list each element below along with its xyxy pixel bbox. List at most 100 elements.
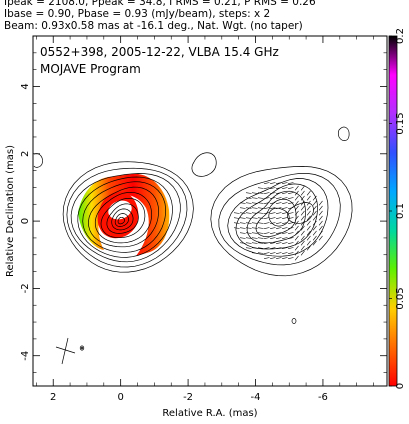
evpa-tick [276, 247, 282, 249]
axis-ticks [33, 35, 387, 386]
evpa-tick [239, 242, 246, 244]
evpa-tick [257, 242, 264, 244]
evpa-tick [306, 245, 311, 251]
evpa-tick [257, 187, 264, 189]
noise-islands [33, 126, 350, 351]
evpa-tick [288, 227, 294, 229]
evpa-tick [251, 197, 258, 199]
evpa-tick [288, 222, 294, 224]
evpa-tick [264, 237, 270, 239]
evpa-tick [245, 232, 252, 234]
evpa-tick [257, 207, 264, 209]
evpa-tick [251, 227, 258, 229]
evpa-tick [318, 220, 323, 226]
evpa-tick [312, 220, 317, 226]
evpa-tick [300, 190, 305, 196]
evpa-tick [233, 212, 240, 214]
evpa-tick [264, 242, 270, 244]
evpa-tick [245, 227, 252, 229]
stokes-i-contour [62, 161, 194, 273]
evpa-tick [306, 235, 311, 241]
evpa-tick [300, 245, 305, 251]
axis-tick-labels: 2 0 -2 -4 -6 -4 -2 0 2 4 [20, 83, 328, 403]
evpa-tick [294, 255, 299, 261]
evpa-tick [318, 215, 323, 221]
evpa-tick [270, 237, 276, 239]
evpa-tick [276, 237, 282, 239]
evpa-tick [276, 212, 282, 214]
evpa-tick [251, 217, 258, 219]
evpa-tick [300, 235, 305, 241]
beam-ellipse [55, 337, 76, 365]
evpa-tick [264, 257, 270, 259]
evpa-tick [300, 195, 305, 201]
evpa-tick [294, 240, 299, 246]
evpa-tick [251, 212, 258, 214]
evpa-tick [257, 232, 264, 234]
evpa-tick [294, 220, 299, 226]
stokes-i-contour [106, 203, 139, 234]
evpa-tick [276, 217, 282, 219]
evpa-tick [288, 237, 294, 239]
evpa-tick [239, 227, 246, 229]
fractional-polarization-map [78, 173, 170, 256]
evpa-tick [257, 217, 264, 219]
evpa-tick [270, 182, 276, 184]
evpa-tick [251, 252, 258, 254]
evpa-tick [306, 215, 311, 221]
colorbar-tick-label: 0.05 [395, 287, 406, 309]
evpa-tick [276, 242, 282, 244]
evpa-tick [270, 192, 276, 194]
evpa-tick [312, 235, 317, 241]
evpa-tick [294, 235, 299, 241]
evpa-tick [318, 205, 323, 211]
evpa-tick [282, 192, 288, 194]
stokes-i-contour [117, 216, 125, 225]
x-tick-label: 2 [50, 392, 56, 403]
evpa-tick [245, 247, 252, 249]
evpa-tick [300, 225, 305, 231]
stokes-i-contour [70, 173, 181, 263]
header-line-2: Ibase = 0.90, Pbase = 0.93 (mJy/beam), s… [4, 8, 271, 20]
evpa-tick [245, 197, 252, 199]
evpa-tick [264, 247, 270, 249]
evpa-tick [276, 192, 282, 194]
evpa-tick [264, 207, 270, 209]
polarization-fraction-region [78, 173, 170, 256]
evpa-tick [270, 227, 276, 229]
evpa-tick [264, 182, 270, 184]
colorbar-ticks: 0 0.05 0.1 0.15 0.2 [389, 28, 406, 389]
evpa-tick [306, 200, 311, 206]
evpa-tick [251, 192, 258, 194]
evpa-tick [251, 232, 258, 234]
evpa-tick [300, 230, 305, 236]
evpa-tick [245, 202, 252, 204]
evpa-tick [294, 195, 299, 201]
x-tick-label: -4 [251, 392, 261, 403]
evpa-tick [300, 200, 305, 206]
evpa-tick [294, 245, 299, 251]
evpa-tick [270, 222, 276, 224]
evpa-tick [312, 210, 317, 216]
evpa-tick [245, 217, 252, 219]
evpa-tick [264, 252, 270, 254]
stokes-i-contour [100, 197, 146, 239]
x-axis-title: Relative R.A. (mas) [162, 408, 257, 419]
y-tick-label: 4 [20, 83, 31, 89]
evpa-tick [245, 222, 252, 224]
colorbar-tick-label: 0.1 [395, 203, 406, 219]
evpa-tick [264, 217, 270, 219]
evpa-tick [294, 200, 299, 206]
evpa-tick [245, 237, 252, 239]
y-tick-label: -4 [20, 351, 31, 361]
evpa-tick [288, 182, 294, 184]
evpa-tick [264, 187, 270, 189]
colorbar-tick-label: 0 [395, 383, 406, 389]
evpa-tick [251, 202, 258, 204]
evpa-tick [282, 257, 288, 259]
evpa-tick [270, 252, 276, 254]
evpa-tick [288, 242, 294, 244]
stokes-i-contour [66, 167, 188, 268]
evpa-tick [264, 227, 270, 229]
